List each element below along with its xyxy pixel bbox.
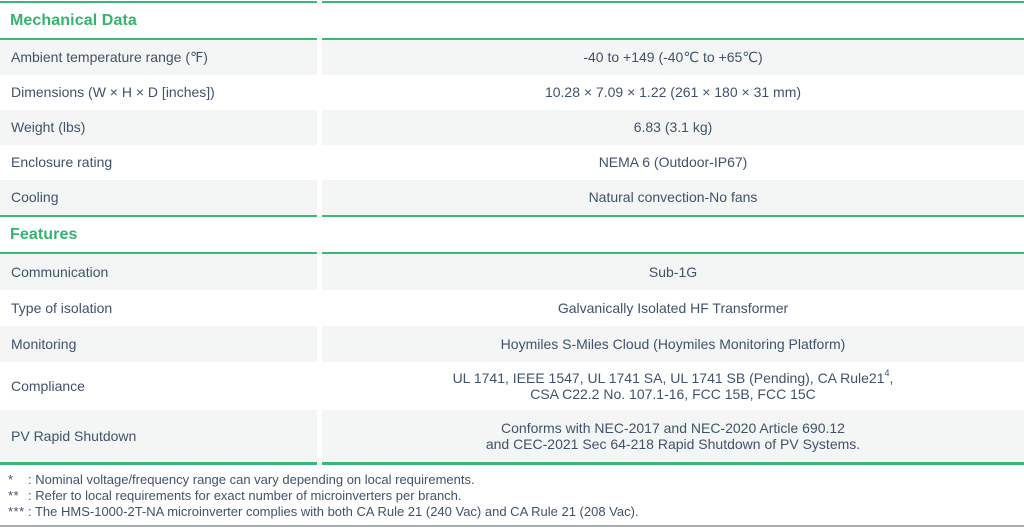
pv-rapid-shutdown-line-2: and CEC-2021 Sec 64-218 Rapid Shutdown o… bbox=[485, 436, 861, 452]
footnote-1: * : Nominal voltage/frequency range can … bbox=[8, 472, 1024, 488]
compliance-line-1-text: UL 1741, IEEE 1547, UL 1741 SA, UL 1741 … bbox=[452, 369, 885, 386]
footnote-2-text: : Refer to local requirements for exact … bbox=[28, 487, 462, 503]
row-value-dimensions: 10.28 × 7.09 × 1.22 (261 × 180 × 31 mm) bbox=[322, 75, 1024, 110]
compliance-line-1: UL 1741, IEEE 1547, UL 1741 SA, UL 1741 … bbox=[452, 367, 894, 387]
compliance-footnote-superscript: 4 bbox=[884, 367, 890, 378]
row-value-compliance: UL 1741, IEEE 1547, UL 1741 SA, UL 1741 … bbox=[322, 362, 1024, 410]
footnote-3-marker: *** bbox=[8, 503, 25, 519]
row-value-weight: 6.83 (3.1 kg) bbox=[322, 110, 1024, 145]
row-value-pv-rapid-shutdown: Conforms with NEC-2017 and NEC-2020 Arti… bbox=[322, 410, 1024, 465]
row-value-cooling: Natural convection-No fans bbox=[322, 180, 1024, 215]
row-value-communication: Sub-1G bbox=[322, 254, 1024, 290]
row-label-dimensions: Dimensions (W × H × D [inches]) bbox=[0, 75, 317, 110]
row-value-enclosure-rating: NEMA 6 (Outdoor-IP67) bbox=[322, 145, 1024, 180]
compliance-line-2: CSA C22.2 No. 107.1-16, FCC 15B, FCC 15C bbox=[530, 386, 816, 402]
row-value-type-of-isolation: Galvanically Isolated HF Transformer bbox=[322, 290, 1024, 326]
pv-rapid-shutdown-line-1: Conforms with NEC-2017 and NEC-2020 Arti… bbox=[501, 419, 845, 436]
section-header-features: Features bbox=[0, 215, 317, 254]
footnote-3: *** : The HMS-1000-2T-NA microinverter c… bbox=[8, 504, 1024, 520]
footnote-1-text: : Nominal voltage/frequency range can va… bbox=[28, 472, 475, 487]
section-header-mechanical-data-right bbox=[322, 1, 1024, 40]
row-label-enclosure-rating: Enclosure rating bbox=[0, 145, 317, 180]
row-label-communication: Communication bbox=[0, 254, 317, 290]
bottom-divider bbox=[0, 525, 1024, 527]
row-label-weight: Weight (lbs) bbox=[0, 110, 317, 145]
row-value-ambient-temperature: -40 to +149 (-40℃ to +65℃) bbox=[322, 40, 1024, 75]
footnotes: * : Nominal voltage/frequency range can … bbox=[0, 465, 1024, 519]
row-label-cooling: Cooling bbox=[0, 180, 317, 215]
section-title-features: Features bbox=[10, 225, 78, 243]
row-label-type-of-isolation: Type of isolation bbox=[0, 290, 317, 326]
section-header-features-right bbox=[322, 215, 1024, 254]
row-label-ambient-temperature: Ambient temperature range (℉) bbox=[0, 40, 317, 75]
spec-table: Mechanical Data Ambient temperature rang… bbox=[0, 1, 1024, 465]
section-header-mechanical-data: Mechanical Data bbox=[0, 1, 317, 40]
row-label-pv-rapid-shutdown: PV Rapid Shutdown bbox=[0, 410, 317, 465]
compliance-line-1-comma: , bbox=[889, 369, 894, 386]
section-title-mechanical-data: Mechanical Data bbox=[10, 11, 137, 29]
footnote-2: ** : Refer to local requirements for exa… bbox=[8, 488, 1024, 504]
row-label-monitoring: Monitoring bbox=[0, 326, 317, 362]
footnote-2-marker: ** bbox=[8, 487, 20, 503]
row-label-compliance: Compliance bbox=[0, 362, 317, 410]
row-value-monitoring: Hoymiles S-Miles Cloud (Hoymiles Monitor… bbox=[322, 326, 1024, 362]
footnote-1-marker: * bbox=[8, 472, 14, 487]
footnote-3-text: : The HMS-1000-2T-NA microinverter compl… bbox=[28, 503, 639, 519]
